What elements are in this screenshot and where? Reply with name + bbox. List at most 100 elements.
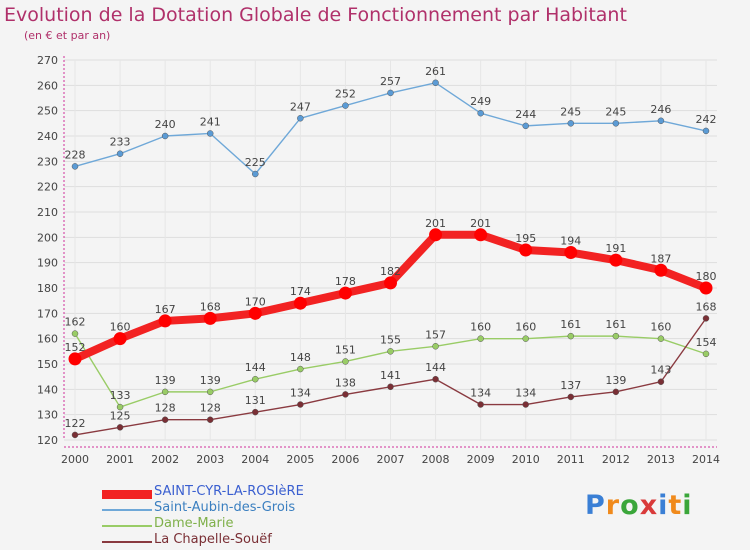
data-label-dame-marie: 157 (425, 328, 446, 341)
data-label-saint-aubin-des-grois: 228 (65, 148, 86, 161)
data-label-dame-marie: 148 (290, 351, 311, 364)
data-point-dame-marie (252, 375, 259, 383)
data-label-saint-aubin-des-grois: 249 (470, 95, 491, 108)
data-label-saint-cyr-la-rosie-re: 201 (470, 217, 491, 230)
data-label-saint-cyr-la-rosie-re: 194 (560, 235, 581, 248)
data-label-dame-marie: 154 (696, 336, 717, 349)
data-label-la-chapelle-soue-f: 134 (470, 387, 491, 400)
x-tick-label: 2014 (692, 453, 720, 466)
data-label-saint-cyr-la-rosie-re: 167 (155, 303, 176, 316)
data-label-dame-marie: 144 (245, 361, 266, 374)
data-label-saint-cyr-la-rosie-re: 174 (290, 285, 311, 298)
data-point-saint-cyr-la-rosie-re (203, 311, 217, 325)
y-tick-label: 200 (37, 231, 58, 244)
data-label-saint-aubin-des-grois: 244 (515, 108, 536, 121)
data-point-dame-marie (387, 348, 394, 355)
data-point-dame-marie (702, 350, 710, 358)
data-label-la-chapelle-soue-f: 128 (155, 402, 176, 415)
data-point-saint-aubin-des-grois (71, 163, 79, 170)
data-point-saint-aubin-des-grois (252, 170, 259, 178)
data-label-la-chapelle-soue-f: 125 (110, 409, 131, 422)
data-label-dame-marie: 161 (560, 318, 581, 331)
data-point-la-chapelle-soue-f (567, 393, 575, 401)
data-label-saint-cyr-la-rosie-re: 160 (110, 321, 131, 334)
data-point-saint-aubin-des-grois (342, 102, 349, 109)
data-label-saint-aubin-des-grois: 245 (560, 105, 581, 118)
x-tick-label: 2002 (151, 453, 179, 466)
data-label-dame-marie: 160 (470, 321, 491, 334)
data-point-la-chapelle-soue-f (612, 388, 620, 396)
x-tick-label: 2008 (422, 453, 450, 466)
data-label-dame-marie: 160 (515, 321, 536, 334)
y-tick-label: 240 (37, 130, 58, 143)
data-point-dame-marie (612, 332, 620, 340)
data-label-saint-aubin-des-grois: 225 (245, 156, 266, 169)
data-point-saint-aubin-des-grois (116, 150, 124, 157)
data-point-la-chapelle-soue-f (252, 408, 259, 416)
data-point-dame-marie (206, 388, 214, 396)
data-label-la-chapelle-soue-f: 134 (515, 387, 536, 400)
y-tick-label: 210 (37, 206, 58, 219)
data-point-dame-marie (116, 403, 124, 411)
data-label-la-chapelle-soue-f: 128 (200, 402, 221, 415)
logo-letter: i (658, 490, 669, 521)
data-label-saint-cyr-la-rosie-re: 191 (605, 242, 626, 255)
x-tick-label: 2005 (286, 453, 314, 466)
data-point-la-chapelle-soue-f (161, 416, 169, 423)
data-point-la-chapelle-soue-f (71, 431, 79, 439)
y-tick-label: 260 (37, 79, 58, 92)
data-label-la-chapelle-soue-f: 138 (335, 376, 356, 389)
data-label-saint-cyr-la-rosie-re: 180 (696, 270, 717, 283)
data-point-saint-cyr-la-rosie-re (609, 253, 623, 267)
data-point-la-chapelle-soue-f (657, 378, 665, 385)
logo-letter: P (585, 490, 606, 521)
data-point-dame-marie (297, 365, 304, 373)
data-label-la-chapelle-soue-f: 143 (650, 364, 671, 377)
data-point-saint-aubin-des-grois (297, 115, 304, 122)
series-layer (68, 79, 713, 439)
data-point-dame-marie (342, 358, 349, 365)
data-point-la-chapelle-soue-f (477, 401, 484, 408)
data-point-dame-marie (477, 335, 484, 342)
data-label-la-chapelle-soue-f: 144 (425, 361, 446, 374)
data-label-saint-cyr-la-rosie-re: 178 (335, 275, 356, 288)
data-point-saint-cyr-la-rosie-re (654, 263, 668, 277)
data-point-saint-cyr-la-rosie-re (519, 243, 533, 257)
legend-swatch (102, 509, 152, 511)
x-tick-label: 2006 (331, 453, 359, 466)
data-point-saint-cyr-la-rosie-re (384, 276, 397, 290)
data-point-saint-cyr-la-rosie-re (68, 352, 82, 366)
legend-label: La Chapelle-Souëf (154, 532, 272, 547)
y-tick-label: 120 (37, 434, 58, 447)
data-point-saint-aubin-des-grois (432, 79, 439, 87)
data-point-saint-cyr-la-rosie-re (699, 281, 713, 295)
data-label-saint-aubin-des-grois: 240 (155, 118, 176, 131)
data-label-dame-marie: 151 (335, 343, 356, 356)
data-label-saint-cyr-la-rosie-re: 168 (200, 300, 221, 313)
data-label-la-chapelle-soue-f: 168 (696, 300, 717, 313)
data-point-dame-marie (432, 343, 439, 350)
data-point-la-chapelle-soue-f (206, 416, 214, 423)
legend-swatch (102, 525, 152, 527)
data-point-la-chapelle-soue-f (342, 391, 349, 398)
x-tick-label: 2007 (377, 453, 405, 466)
data-label-saint-cyr-la-rosie-re: 187 (650, 252, 671, 265)
logo-letter: t (668, 490, 683, 521)
data-label-la-chapelle-soue-f: 141 (380, 369, 401, 382)
data-point-dame-marie (522, 335, 529, 342)
x-tick-label: 2011 (557, 453, 585, 466)
data-point-dame-marie (71, 330, 79, 337)
axis-layer: 120 130 140 150 160 170 180 190 200 210 220 230 240 2… (37, 54, 720, 466)
data-label-saint-cyr-la-rosie-re: 201 (425, 217, 446, 230)
data-point-dame-marie (161, 388, 169, 396)
y-tick-label: 190 (37, 257, 58, 270)
data-label-dame-marie: 133 (110, 389, 131, 402)
data-point-saint-aubin-des-grois (567, 120, 575, 127)
logo-letter: r (605, 490, 621, 521)
data-label-la-chapelle-soue-f: 137 (560, 379, 581, 392)
data-point-saint-cyr-la-rosie-re (429, 228, 443, 242)
data-label-saint-aubin-des-grois: 246 (650, 103, 671, 116)
data-point-saint-aubin-des-grois (612, 120, 620, 127)
data-point-saint-cyr-la-rosie-re (474, 228, 488, 242)
